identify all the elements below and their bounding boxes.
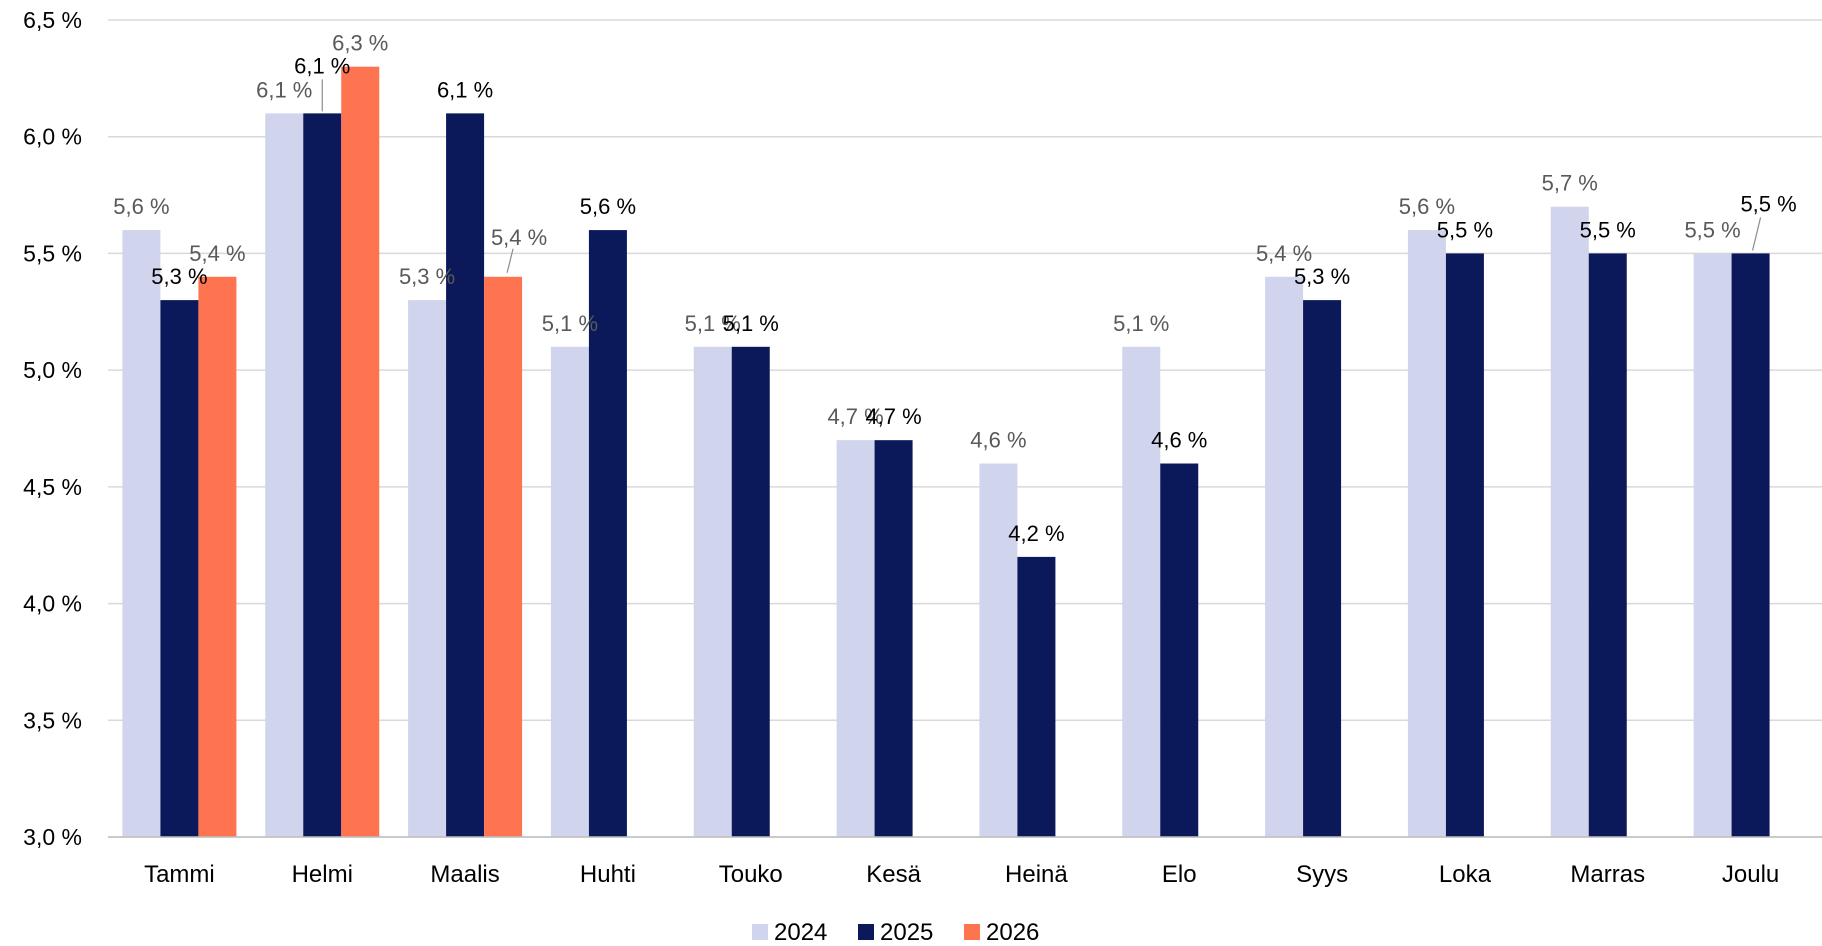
x-category-label: Maalis xyxy=(430,861,499,888)
data-label-2024-Tammi: 5,6 % xyxy=(113,194,169,219)
label-leader-lines xyxy=(321,79,1762,273)
bar-2025-Loka xyxy=(1445,253,1484,837)
bar-2025-Maalis xyxy=(446,113,485,837)
bar-2025-Heinä xyxy=(1017,556,1056,837)
legend-swatch-2026 xyxy=(964,924,980,940)
data-label-2026-Tammi: 5,4 % xyxy=(189,241,245,266)
x-category-label: Kesä xyxy=(866,861,921,888)
y-tick-label: 5,0 % xyxy=(23,357,82,383)
data-label-2025-Helmi: 6,1 % xyxy=(294,53,350,78)
y-tick-label: 4,0 % xyxy=(23,591,82,617)
y-tick-label: 4,5 % xyxy=(23,474,82,500)
x-category-label: Helmi xyxy=(292,861,353,888)
bar-2024-Elo xyxy=(1122,346,1161,837)
data-label-2025-Huhti: 5,6 % xyxy=(580,194,636,219)
bar-2024-Heinä xyxy=(979,463,1018,837)
y-tick-label: 3,5 % xyxy=(23,707,82,733)
data-label-2025-Heinä: 4,2 % xyxy=(1008,521,1064,546)
bar-2024-Kesä xyxy=(836,440,875,837)
x-category-label: Marras xyxy=(1570,861,1645,888)
data-label-2025-Syys: 5,3 % xyxy=(1294,264,1350,289)
bars xyxy=(122,66,1770,838)
label-leader-line xyxy=(1752,217,1762,251)
label-leader-line xyxy=(506,248,514,273)
x-category-label: Touko xyxy=(719,861,783,888)
legend-label-2025: 2025 xyxy=(880,919,933,946)
data-label-2025-Tammi: 5,3 % xyxy=(151,264,207,289)
data-label-2026-Maalis: 5,4 % xyxy=(491,225,547,250)
data-label-2024-Joulu: 5,5 % xyxy=(1684,217,1740,242)
bar-2025-Marras xyxy=(1588,253,1627,837)
x-axis: Tammi Helmi Maalis Huhti Touko Kesä Heinä Elo Sy… xyxy=(108,836,1822,888)
bar-2024-Marras xyxy=(1550,206,1589,837)
bar-2024-Maalis xyxy=(408,300,447,838)
bar-2026-Tammi xyxy=(198,276,237,837)
bar-2026-Helmi xyxy=(341,66,380,837)
data-label-2024-Kesä: 4,7 % xyxy=(827,404,883,429)
data-labels: 5,6 %5,3 %5,4 %6,1 %6,1 %6,3 %5,3 %6,1 %… xyxy=(113,31,1796,546)
data-label-2025-Kesä: 4,7 % xyxy=(865,404,921,429)
bar-2024-Tammi xyxy=(122,230,161,838)
bar-2024-Loka xyxy=(1407,230,1446,838)
legend-swatch-2024 xyxy=(752,924,768,940)
gridlines xyxy=(108,19,1822,838)
x-category-label: Joulu xyxy=(1722,861,1779,888)
bar-2024-Joulu xyxy=(1693,253,1732,837)
y-axis: 3,0 % 3,5 % 4,0 % 4,5 % 5,0 % 5,5 % 6,0 % 6,5 % xyxy=(23,7,82,850)
x-category-label: Huhti xyxy=(580,861,636,888)
y-tick-label: 6,0 % xyxy=(23,124,82,150)
bar-2025-Huhti xyxy=(588,230,627,838)
bar-2025-Elo xyxy=(1160,463,1199,837)
data-label-2024-Helmi: 6,1 % xyxy=(256,77,312,102)
data-label-2024-Huhti: 5,1 % xyxy=(542,311,598,336)
y-tick-label: 3,0 % xyxy=(23,824,82,850)
legend-swatch-2025 xyxy=(858,924,874,940)
data-label-2024-Maalis: 5,3 % xyxy=(399,264,455,289)
bar-2025-Tammi xyxy=(160,300,199,838)
data-label-2025-Maalis: 6,1 % xyxy=(437,77,493,102)
bar-2024-Touko xyxy=(693,346,732,837)
data-label-2025-Marras: 5,5 % xyxy=(1580,217,1636,242)
y-tick-label: 5,5 % xyxy=(23,240,82,266)
bar-2025-Touko xyxy=(731,346,770,837)
legend-label-2024: 2024 xyxy=(774,919,827,946)
bar-2025-Joulu xyxy=(1731,253,1770,837)
bar-2024-Helmi xyxy=(265,113,304,837)
legend-label-2026: 2026 xyxy=(986,919,1039,946)
bar-2024-Huhti xyxy=(550,346,589,837)
bar-2026-Maalis xyxy=(484,276,523,837)
data-label-2024-Heinä: 4,6 % xyxy=(970,428,1026,453)
data-label-2024-Marras: 5,7 % xyxy=(1542,171,1598,196)
bar-2025-Kesä xyxy=(874,440,913,837)
x-category-label: Elo xyxy=(1162,861,1197,888)
data-label-2025-Elo: 4,6 % xyxy=(1151,428,1207,453)
data-label-2026-Helmi: 6,3 % xyxy=(332,31,388,56)
data-label-2024-Loka: 5,6 % xyxy=(1399,194,1455,219)
data-label-2024-Touko: 5,1 % xyxy=(685,311,741,336)
legend: 2024 2025 2026 xyxy=(752,919,1039,946)
bar-2025-Helmi xyxy=(303,113,342,837)
x-category-label: Tammi xyxy=(144,861,215,888)
data-label-2025-Joulu: 5,5 % xyxy=(1740,191,1796,216)
x-category-label: Syys xyxy=(1296,861,1348,888)
data-label-2024-Elo: 5,1 % xyxy=(1113,311,1169,336)
y-tick-label: 6,5 % xyxy=(23,7,82,33)
bar-2024-Syys xyxy=(1265,276,1304,837)
bar-2025-Syys xyxy=(1303,300,1342,838)
data-label-2025-Loka: 5,5 % xyxy=(1437,217,1493,242)
x-category-label: Loka xyxy=(1439,861,1492,888)
data-label-2025-Touko: 5,1 % xyxy=(723,311,779,336)
data-label-2024-Syys: 5,4 % xyxy=(1256,241,1312,266)
x-category-label: Heinä xyxy=(1005,861,1068,888)
